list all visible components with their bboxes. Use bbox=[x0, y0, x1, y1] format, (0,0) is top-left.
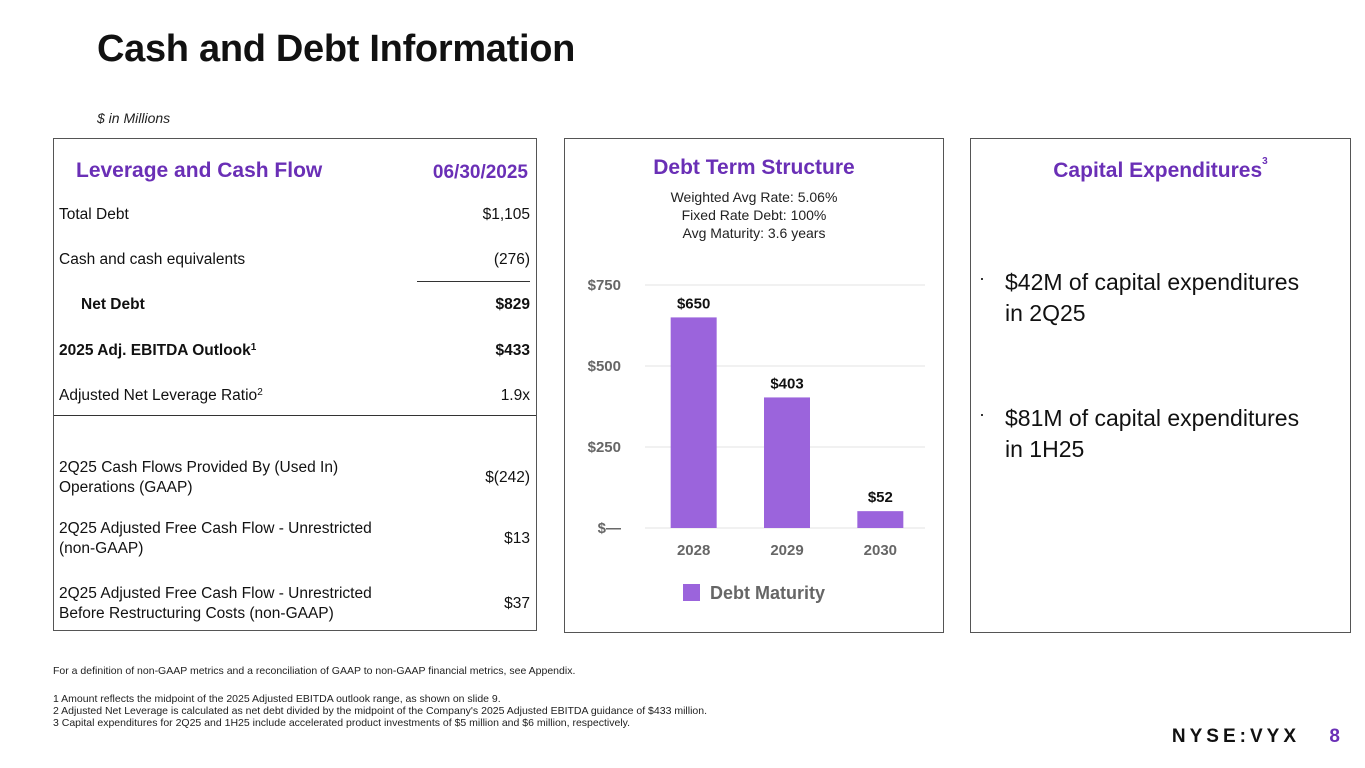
row-label-text: Adjusted Net Leverage Ratio bbox=[59, 387, 258, 404]
bullet-icon: · bbox=[979, 404, 985, 424]
capex-heading: Capital Expenditures3 bbox=[971, 156, 1350, 183]
leverage-date: 06/30/2025 bbox=[432, 162, 528, 183]
row-label: 2Q25 Adjusted Free Cash Flow - Unrestric… bbox=[59, 519, 372, 559]
row-value: $37 bbox=[504, 595, 530, 612]
row-label-line2: (non-GAAP) bbox=[59, 540, 144, 557]
page-title: Cash and Debt Information bbox=[97, 28, 576, 70]
section-rule bbox=[54, 415, 536, 416]
row-label: Cash and cash equivalents bbox=[59, 251, 246, 268]
row-value: (276) bbox=[493, 251, 530, 268]
row-label: Adjusted Net Leverage Ratio2 bbox=[59, 386, 263, 406]
row-label: Net Debt bbox=[81, 296, 145, 313]
row-value: $(242) bbox=[485, 469, 530, 486]
footnote-ref: 1 bbox=[250, 342, 257, 353]
y-tick-label: $500 bbox=[588, 358, 621, 375]
bullet-line2: in 1H25 bbox=[1005, 436, 1085, 462]
row-label: 2025 Adj. EBITDA Outlook1 bbox=[59, 341, 256, 361]
debt-note-fixed: Fixed Rate Debt: 100% bbox=[681, 207, 827, 223]
data-labels: $650 $403 $52 bbox=[677, 295, 893, 506]
subtotal-rule bbox=[417, 281, 530, 282]
row-label-text: 2025 Adj. EBITDA Outlook bbox=[59, 342, 251, 359]
y-axis-ticks: $— $250 $500 $750 bbox=[588, 277, 621, 537]
debt-heading: Debt Term Structure bbox=[653, 156, 855, 179]
footnote-2: 2 Adjusted Net Leverage is calculated as… bbox=[53, 705, 707, 717]
bar-2029 bbox=[764, 397, 810, 528]
units-note: $ in Millions bbox=[97, 110, 171, 126]
y-tick-label: $250 bbox=[588, 439, 621, 456]
debt-maturity-chart: $—$250$500$750 $650$403$52 2028 2029 2030 … bbox=[588, 277, 925, 603]
bullet-text: $42M of capital expenditures in 2Q25 bbox=[1005, 267, 1332, 329]
row-label: 2Q25 Adjusted Free Cash Flow - Unrestric… bbox=[59, 584, 372, 624]
capex-panel: Capital Expenditures3 · $42M of capital … bbox=[970, 138, 1351, 633]
x-tick-label: 2030 bbox=[864, 542, 897, 559]
bar-value-label: $650 bbox=[677, 295, 710, 312]
row-label: 2Q25 Cash Flows Provided By (Used In) Ope… bbox=[59, 458, 338, 498]
row-label-line2: Before Restructuring Costs (non-GAAP) bbox=[59, 605, 334, 622]
footnote-1: 1 Amount reflects the midpoint of the 20… bbox=[53, 693, 501, 705]
bar-value-label: $52 bbox=[868, 489, 893, 506]
row-label: Total Debt bbox=[59, 206, 129, 223]
bullet-text: $81M of capital expenditures in 1H25 bbox=[1005, 403, 1332, 465]
exchange-ticker: NYSE:VYX bbox=[1171, 726, 1300, 747]
leverage-heading: Leverage and Cash Flow bbox=[76, 159, 323, 182]
footnote-ref: 3 bbox=[1262, 156, 1268, 167]
row-label-line2: Operations (GAAP) bbox=[59, 479, 193, 496]
bar-2030 bbox=[857, 511, 904, 528]
bar-value-label: $403 bbox=[770, 375, 803, 392]
row-label-line1: 2Q25 Adjusted Free Cash Flow - Unrestric… bbox=[59, 520, 372, 537]
x-axis-ticks: 2028 2029 2030 bbox=[677, 542, 897, 559]
page-number: 8 bbox=[1329, 726, 1340, 747]
y-tick-label: $— bbox=[598, 520, 621, 537]
bullet-line2: in 2Q25 bbox=[1005, 300, 1086, 326]
footnote-intro: For a definition of non-GAAP metrics and… bbox=[53, 665, 576, 677]
legend: Debt Maturity bbox=[683, 583, 825, 603]
bullet-line1: $81M of capital expenditures bbox=[1005, 405, 1300, 431]
x-tick-label: 2028 bbox=[677, 542, 710, 559]
row-value: $433 bbox=[495, 342, 530, 359]
row-value: 1.9x bbox=[500, 387, 530, 404]
row-value: $13 bbox=[504, 530, 530, 547]
row-label-line1: 2Q25 Cash Flows Provided By (Used In) bbox=[59, 459, 339, 476]
footnote-3: 3 Capital expenditures for 2Q25 and 1H25… bbox=[53, 717, 631, 729]
bullet-line1: $42M of capital expenditures bbox=[1005, 269, 1300, 295]
row-label-line1: 2Q25 Adjusted Free Cash Flow - Unrestric… bbox=[59, 585, 372, 602]
debt-note-rate: Weighted Avg Rate: 5.06% bbox=[670, 189, 838, 205]
debt-note-maturity: Avg Maturity: 3.6 years bbox=[682, 225, 826, 241]
y-tick-label: $750 bbox=[588, 277, 621, 294]
debt-panel: Debt Term Structure Weighted Avg Rate: 5… bbox=[564, 138, 944, 633]
bar-2028 bbox=[670, 317, 717, 528]
bullet-icon: · bbox=[979, 268, 985, 288]
capex-heading-text: Capital Expenditures bbox=[1053, 159, 1263, 182]
legend-label: Debt Maturity bbox=[710, 583, 825, 603]
legend-swatch bbox=[683, 584, 700, 601]
row-value: $829 bbox=[495, 296, 530, 313]
footnote-ref: 2 bbox=[257, 387, 263, 398]
x-tick-label: 2029 bbox=[770, 542, 803, 559]
row-value: $1,105 bbox=[482, 206, 530, 223]
bars bbox=[670, 317, 904, 528]
leverage-panel: Leverage and Cash Flow 06/30/2025 Total … bbox=[53, 138, 537, 631]
